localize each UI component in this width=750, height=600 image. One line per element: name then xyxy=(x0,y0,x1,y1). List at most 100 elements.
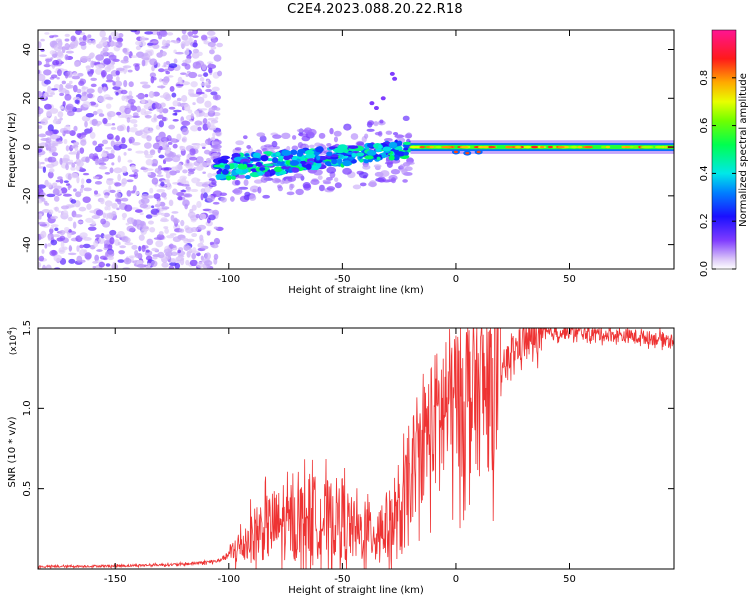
noise-blob xyxy=(96,249,103,252)
noise-blob xyxy=(42,117,50,120)
signal-blob xyxy=(304,150,315,155)
noise-blob xyxy=(60,187,68,194)
noise-blob xyxy=(52,234,61,238)
signal-halo-blob xyxy=(277,185,283,192)
x-tick-label: -150 xyxy=(104,274,127,285)
noise-blob xyxy=(170,258,176,263)
noise-blob xyxy=(190,125,199,132)
noise-blob xyxy=(65,83,72,89)
signal-halo-blob xyxy=(392,132,399,136)
noise-blob xyxy=(104,66,112,73)
y-tick-label: 0.5 xyxy=(22,481,33,497)
noise-blob xyxy=(165,39,171,44)
noise-blob xyxy=(172,188,178,195)
noise-blob xyxy=(116,37,124,43)
noise-blob xyxy=(109,229,117,236)
noise-blob xyxy=(170,251,178,257)
noise-blob xyxy=(175,51,184,55)
noise-blob xyxy=(140,197,150,204)
noise-blob xyxy=(94,181,103,185)
noise-blob xyxy=(64,38,70,42)
tone-dip-core xyxy=(453,150,458,154)
noise-blob xyxy=(62,101,66,107)
noise-blob xyxy=(147,262,152,267)
noise-blob xyxy=(38,255,45,262)
noise-blob xyxy=(94,158,99,166)
noise-blob xyxy=(74,61,80,68)
noise-blob xyxy=(199,234,204,241)
noise-blob xyxy=(159,146,163,151)
noise-blob xyxy=(191,204,197,211)
noise-blob xyxy=(128,174,137,178)
noise-blob xyxy=(200,193,204,201)
noise-blob xyxy=(86,35,90,44)
signal-halo-blob xyxy=(211,141,220,145)
signal-halo-blob xyxy=(302,181,311,189)
noise-blob xyxy=(69,41,78,49)
signal-blob xyxy=(271,157,279,164)
noise-blob xyxy=(48,147,52,152)
noise-blob xyxy=(38,90,42,98)
noise-blob xyxy=(121,197,129,202)
noise-blob xyxy=(152,256,158,260)
noise-blob xyxy=(127,148,132,151)
noise-blob xyxy=(73,188,77,192)
noise-blob xyxy=(121,178,128,185)
noise-blob xyxy=(98,237,105,244)
noise-blob xyxy=(110,41,119,47)
noise-blob xyxy=(211,39,218,43)
noise-blob xyxy=(95,54,104,61)
noise-blob xyxy=(203,72,209,77)
signal-blob xyxy=(266,158,274,162)
noise-blob xyxy=(79,188,84,193)
noise-blob xyxy=(43,69,52,76)
noise-blob xyxy=(69,159,74,163)
signal-halo-blob xyxy=(308,144,315,149)
signal-halo-blob xyxy=(399,164,406,169)
noise-blob xyxy=(114,80,123,88)
noise-blob xyxy=(153,237,162,240)
signal-halo-blob xyxy=(262,194,270,199)
noise-blob xyxy=(138,245,142,252)
noise-blob xyxy=(164,93,172,102)
noise-blob xyxy=(145,214,153,219)
noise-blob xyxy=(163,62,167,68)
noise-blob xyxy=(123,79,128,88)
noise-blob xyxy=(168,170,177,176)
noise-blob xyxy=(149,58,158,66)
noise-blob xyxy=(98,40,108,47)
noise-blob xyxy=(171,211,179,214)
noise-blob xyxy=(88,153,95,160)
tone-peak xyxy=(654,145,664,149)
noise-blob xyxy=(136,263,146,268)
snr-scale-label: (x104) xyxy=(6,327,19,355)
noise-blob xyxy=(113,167,123,174)
noise-blob xyxy=(202,192,208,199)
noise-blob xyxy=(86,203,92,210)
noise-blob xyxy=(203,113,210,118)
noise-blob xyxy=(50,226,55,230)
y-tick-label: 0 xyxy=(22,144,33,150)
noise-blob xyxy=(189,93,196,98)
noise-blob xyxy=(104,172,111,175)
noise-blob xyxy=(116,111,122,116)
noise-blob xyxy=(127,98,136,105)
noise-blob xyxy=(134,249,139,257)
noise-blob xyxy=(72,84,78,93)
noise-blob xyxy=(51,129,59,135)
noise-blob xyxy=(140,36,146,42)
noise-blob xyxy=(95,209,104,216)
noise-blob xyxy=(154,102,162,110)
noise-blob xyxy=(94,145,103,153)
noise-blob xyxy=(183,193,193,198)
noise-blob xyxy=(197,74,203,77)
noise-blob xyxy=(161,206,170,210)
noise-blob xyxy=(215,116,219,120)
noise-blob xyxy=(80,184,85,189)
colorbar: 0.0 0.2 0.4 0.6 0.8 Normalized spectral ampl… xyxy=(699,29,749,277)
noise-blob xyxy=(117,155,121,163)
noise-blob xyxy=(59,235,66,241)
x-tick-label: -150 xyxy=(104,574,127,585)
noise-blob xyxy=(109,237,115,245)
noise-blob xyxy=(195,213,201,219)
